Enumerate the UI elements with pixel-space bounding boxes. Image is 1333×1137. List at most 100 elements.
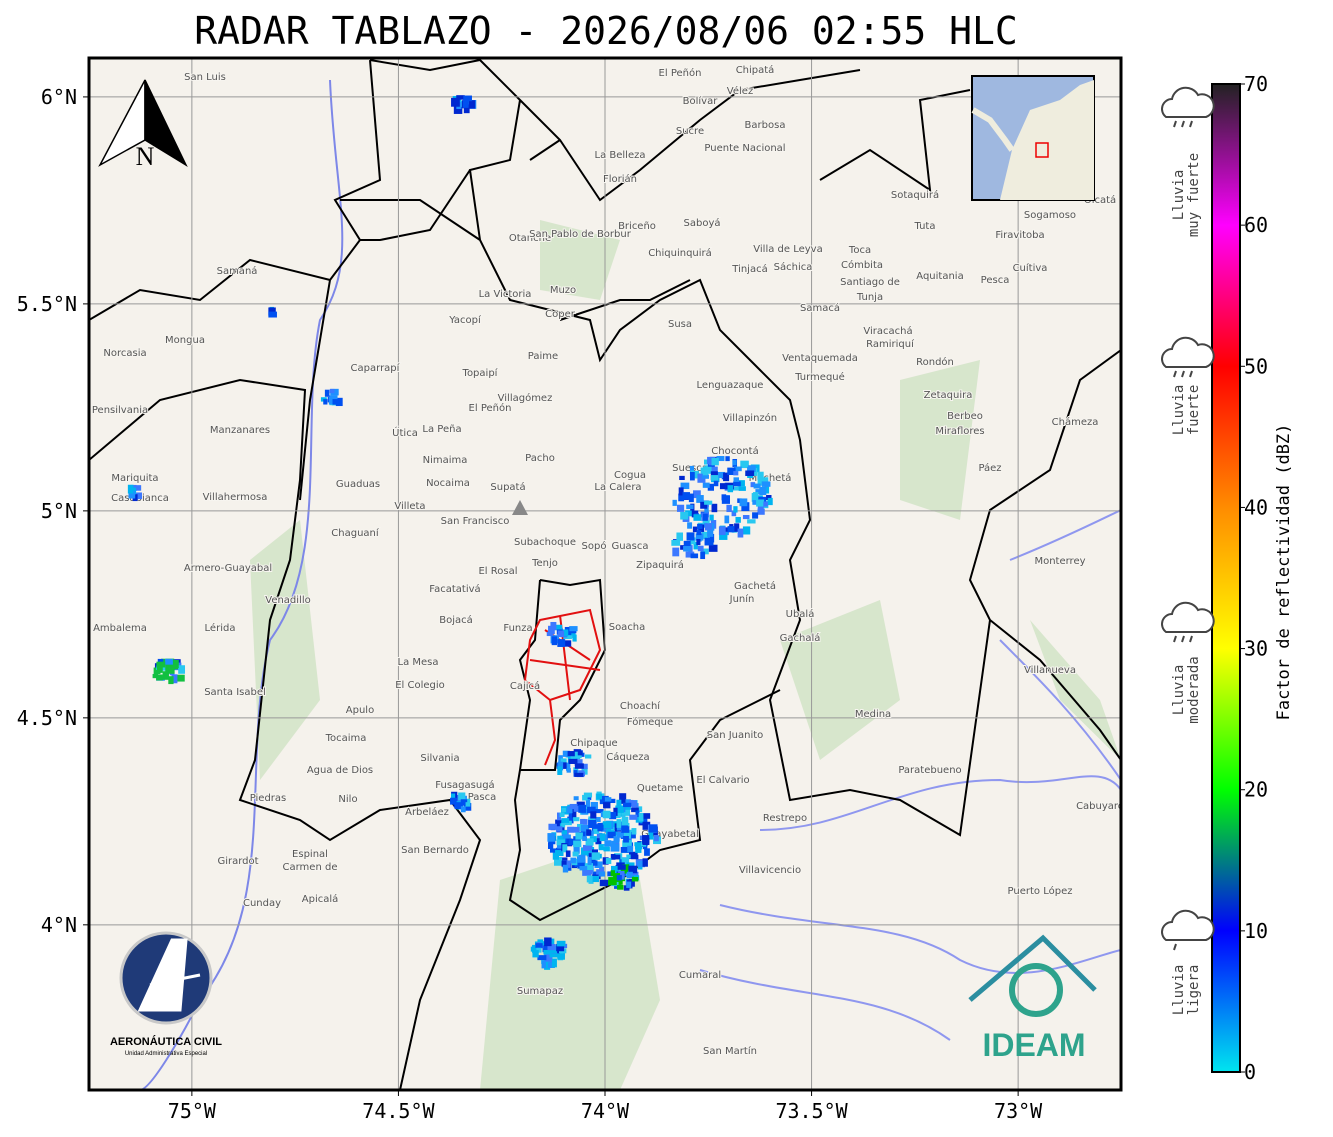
echo [593, 828, 600, 834]
echo [704, 537, 714, 546]
place-name: Pesca [981, 275, 1010, 286]
echo [556, 940, 566, 947]
echo [165, 658, 173, 665]
legend-label: fuerte [1186, 385, 1202, 436]
echo [576, 801, 585, 808]
place-name: Chocontá [711, 445, 758, 457]
place-name: Barbosa [745, 120, 786, 131]
echo [453, 105, 463, 114]
rain-drop [1189, 120, 1193, 128]
echo [573, 751, 582, 759]
echo [644, 848, 650, 856]
echo [621, 857, 630, 867]
logo-a [137, 938, 201, 1012]
echo [587, 806, 596, 814]
echo [696, 538, 701, 546]
echo [603, 846, 610, 852]
echo [585, 838, 594, 846]
echo [631, 854, 639, 860]
echo [165, 663, 170, 673]
place-name: Briceño [618, 221, 656, 232]
echo [456, 95, 465, 100]
place-name: Chiquinquirá [648, 247, 712, 259]
place-name: Choachí [620, 700, 661, 712]
aero-sub: Unidad Administrativa Especial [125, 1051, 207, 1057]
echo [695, 533, 704, 541]
place-name: Ubalá [786, 608, 815, 620]
echo [156, 674, 163, 681]
echo [621, 795, 626, 804]
echo [626, 854, 631, 859]
place-name: Arbeláez [405, 806, 449, 818]
place-name: Silvania [420, 753, 459, 764]
echo [544, 961, 551, 970]
echo [705, 465, 713, 474]
echo [607, 831, 616, 839]
legend-label: Lluvia [1171, 665, 1187, 716]
colorbar-label: Factor de reflectividad (dBZ) [1274, 424, 1294, 721]
echo [700, 501, 708, 509]
echo [733, 477, 740, 482]
place-name: Tunja [856, 292, 883, 303]
echo [616, 799, 622, 808]
echo [616, 810, 626, 817]
echo [570, 857, 577, 864]
echo [721, 495, 730, 504]
place-name: Fusagasugá [435, 779, 494, 791]
echo [727, 526, 735, 533]
echo [708, 544, 718, 552]
lon-tick-label: 74.5°W [362, 1099, 435, 1123]
echo [602, 821, 612, 829]
place-name: Villagómez [498, 392, 553, 404]
echo [599, 795, 609, 805]
place-name: Yacopí [448, 314, 482, 326]
echo [717, 471, 725, 479]
aero-logo: AERONÁUTICA CIVIL Unidad Administrativa … [110, 931, 222, 1057]
echo [702, 466, 708, 476]
echo [579, 866, 588, 871]
cloud-icon [1161, 601, 1215, 633]
echo [731, 510, 737, 517]
echo [735, 516, 741, 523]
echo [679, 475, 685, 481]
echo [335, 397, 343, 407]
lon-tick-label: 75°W [168, 1099, 217, 1123]
echo [724, 515, 730, 524]
echo [623, 835, 629, 843]
inset [971, 75, 1095, 201]
place-name: Tocaima [325, 733, 367, 744]
echo [610, 844, 620, 852]
echo [170, 662, 176, 670]
echo [605, 857, 612, 864]
echo [680, 482, 690, 490]
echo [582, 836, 587, 841]
rain-drop [1173, 943, 1177, 951]
place-name: Carmen de [283, 862, 338, 873]
echo [584, 863, 593, 871]
echo [555, 819, 564, 827]
echo [678, 487, 684, 496]
echo [583, 844, 592, 851]
place-name: Monterrey [1034, 556, 1085, 567]
echo [689, 537, 696, 545]
echo [127, 484, 134, 494]
north-label: N [136, 142, 155, 171]
place-name: Fómeque [627, 716, 673, 728]
echo [623, 802, 632, 808]
place-name: Coper [545, 309, 576, 320]
echo [596, 793, 602, 800]
boundary [89, 58, 1121, 1090]
echo [580, 818, 586, 825]
echo [702, 482, 710, 488]
place-name: Cáqueza [606, 751, 649, 763]
echo [557, 639, 566, 647]
place-name: Espinal [292, 849, 328, 860]
echo [766, 495, 772, 501]
echo [544, 953, 553, 961]
place-name: Útica [392, 426, 418, 439]
place-name: Sotaquirá [891, 189, 939, 201]
echo [582, 794, 588, 801]
echo [583, 792, 593, 798]
echo [723, 472, 730, 482]
